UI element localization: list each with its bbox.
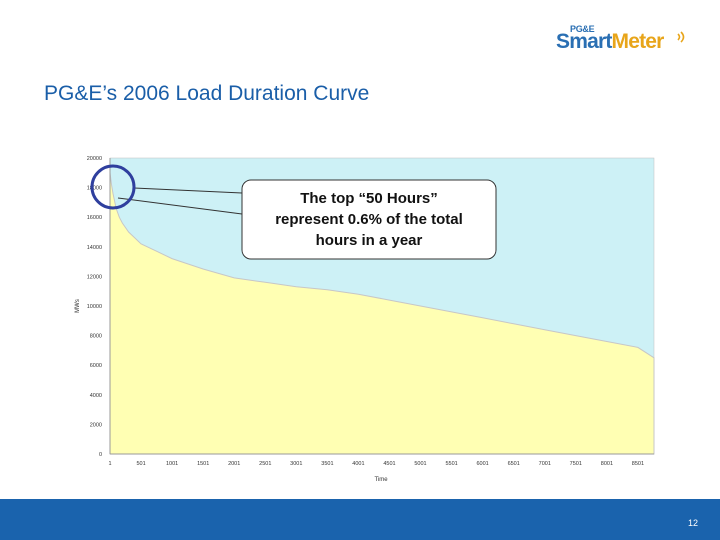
- y-tick-label: 20000: [87, 156, 102, 162]
- y-tick-label: 2000: [90, 422, 102, 428]
- x-tick-label: 6501: [508, 461, 520, 467]
- x-tick-label: 3501: [321, 461, 333, 467]
- y-tick-label: 4000: [90, 393, 102, 399]
- x-tick-label: 1501: [197, 461, 209, 467]
- y-tick-labels: 0 2000 4000 6000 8000 10000 12000 14000 16000 180…: [87, 156, 102, 458]
- footer-bar: 12: [0, 499, 720, 540]
- peak-highlight-circle: [90, 164, 136, 210]
- callout-line-3: hours in a year: [316, 232, 423, 249]
- y-tick-label: 12000: [87, 274, 102, 280]
- y-tick-label: 8000: [90, 334, 102, 340]
- x-tick-label: 1001: [166, 461, 178, 467]
- x-tick-label: 8501: [632, 461, 644, 467]
- x-tick-label: 2501: [259, 461, 271, 467]
- y-tick-label: 14000: [87, 245, 102, 251]
- x-tick-label: 501: [137, 461, 146, 467]
- callout-pointer-lower: [117, 197, 243, 215]
- x-tick-label: 7001: [539, 461, 551, 467]
- y-tick-label: 16000: [87, 215, 102, 221]
- x-tick-label: 3001: [290, 461, 302, 467]
- x-tick-label: 5001: [414, 461, 426, 467]
- page-title: PG&E’s 2006 Load Duration Curve: [44, 82, 370, 105]
- load-duration-chart: 0200040006000800010000120001400016000180…: [75, 156, 655, 483]
- logo-brand-part1: Smart: [556, 30, 612, 53]
- x-tick-label: 1: [108, 461, 111, 467]
- x-tick-labels: 1 501 1001 1501 2001 2501 3001 3501 4001 4501 5001…: [108, 461, 644, 467]
- x-tick-label: 8001: [601, 461, 613, 467]
- y-tick-label: 0: [99, 452, 102, 458]
- callout-box: [241, 179, 497, 260]
- logo-brand-part2: Meter: [611, 30, 665, 53]
- logo-brand-text: SmartMeter: [556, 30, 664, 54]
- x-axis-label: Time: [374, 477, 388, 483]
- page-number: 12: [687, 518, 698, 528]
- signal-waves-icon: [677, 31, 685, 43]
- callout-line-2: represent 0.6% of the total: [275, 211, 463, 228]
- callout-pointer-upper: [133, 187, 243, 194]
- smartmeter-logo: PG&E SmartMeter: [556, 22, 696, 56]
- x-tick-label: 4501: [383, 461, 395, 467]
- x-tick-label: 5501: [445, 461, 457, 467]
- x-tick-label: 6001: [476, 461, 488, 467]
- load-area-series: [109, 172, 655, 455]
- y-tick-label: 6000: [90, 363, 102, 369]
- y-tick-label: 10000: [87, 304, 102, 310]
- x-tick-label: 7501: [570, 461, 582, 467]
- x-tick-label: 2001: [228, 461, 240, 467]
- callout-line-1: The top “50 Hours”: [300, 190, 438, 207]
- y-axis-label: MWs: [75, 299, 81, 313]
- x-tick-label: 4001: [352, 461, 364, 467]
- y-tick-label: 18000: [87, 186, 102, 192]
- logo-pge-text: PG&E: [570, 24, 595, 34]
